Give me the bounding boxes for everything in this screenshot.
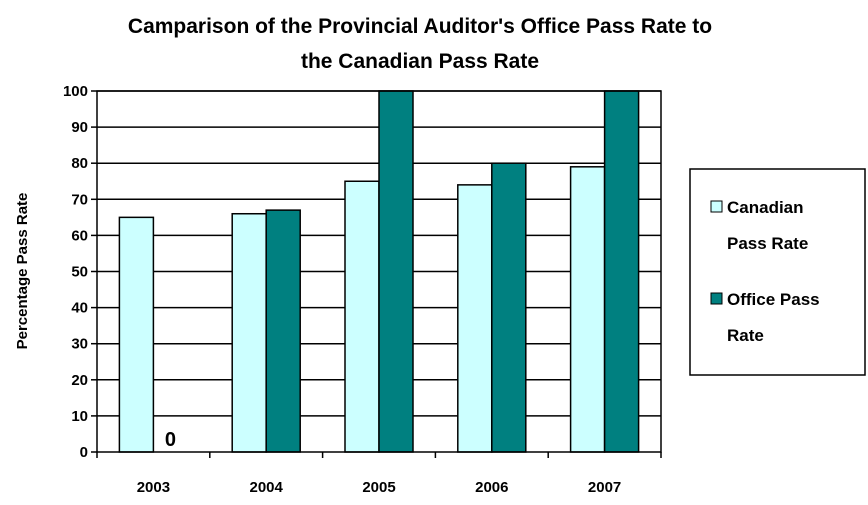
y-tick-label: 10 [71,408,88,425]
bar-canadian-pass-rate-2006 [457,184,493,453]
bar-office-pass-rate-2004 [265,209,301,453]
data-label: 0 [165,429,176,451]
bar-office-pass-rate-2005 [378,90,414,453]
legend: Canadian Pass Rate Office Pass Rate [689,168,866,376]
x-axis: 2003 2004 2005 2006 2007 [96,452,662,496]
x-tick-label: 2007 [588,479,621,496]
bar-canadian-pass-rate-2003 [118,216,155,453]
y-tick-label: 100 [63,83,88,100]
y-tick-label: 20 [71,372,88,389]
y-tick-label: 0 [80,444,88,461]
y-axis: 0 10 20 30 40 50 60 70 80 90 100 [63,83,97,461]
y-axis-title: Percentage Pass Rate [14,193,31,350]
legend-label-canadian-line-1: Canadian [727,198,804,217]
bar-canadian-pass-rate-2004 [231,212,267,453]
chart-title-line-2: the Canadian Pass Rate [301,50,539,73]
y-tick-label: 40 [71,300,88,317]
y-tick-label: 80 [71,155,88,172]
y-tick-label: 60 [71,227,88,244]
y-tick-label: 90 [71,119,88,136]
bar-office-pass-rate-2007 [603,90,640,453]
legend-label-canadian-line-2: Pass Rate [727,234,808,253]
x-tick-label: 2003 [137,479,170,496]
legend-swatch-office-pass-rate [710,292,723,305]
x-tick-label: 2005 [362,479,395,496]
legend-label-office-line-1: Office Pass [727,290,820,309]
legend-swatch-canadian-pass-rate [710,200,723,213]
chart-title-line-1: Camparison of the Provincial Auditor's O… [128,15,712,38]
x-tick-label: 2004 [250,479,284,496]
data-labels: 0 [165,429,176,451]
bar-canadian-pass-rate-2007 [569,166,606,453]
bar-office-pass-rate-2006 [491,162,527,453]
y-tick-label: 50 [71,264,88,281]
legend-label-office-line-2: Rate [727,326,764,345]
y-tick-label: 70 [71,191,88,208]
bar-canadian-pass-rate-2005 [344,180,380,453]
y-tick-label: 30 [71,336,88,353]
x-tick-label: 2006 [475,479,508,496]
